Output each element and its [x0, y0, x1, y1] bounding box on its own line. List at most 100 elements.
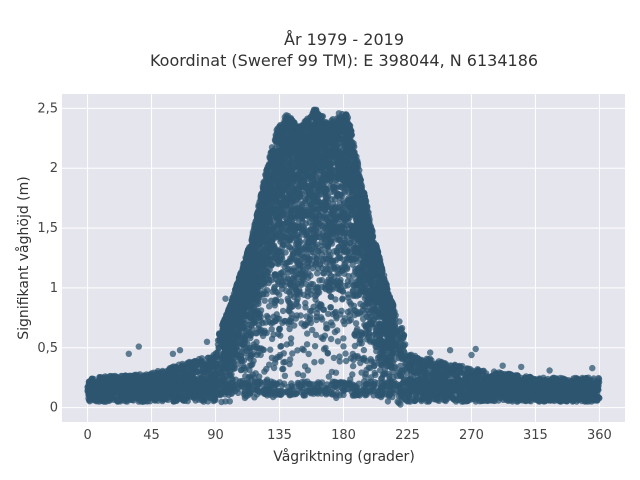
data-point [267, 346, 274, 353]
data-point [503, 396, 510, 404]
data-point [189, 368, 196, 376]
data-point [271, 359, 279, 366]
data-point [279, 307, 287, 315]
data-point [432, 369, 439, 376]
data-point [472, 398, 479, 405]
data-point [118, 394, 125, 402]
y-tick-label: 0 [50, 401, 58, 416]
data-point [286, 325, 293, 333]
data-point [472, 371, 480, 378]
data-point [341, 315, 349, 322]
data-point [486, 397, 493, 404]
data-point [318, 358, 325, 365]
data-point [464, 369, 471, 376]
data-point [204, 398, 212, 405]
data-point [294, 370, 302, 377]
data-point [212, 371, 219, 378]
data-point [503, 372, 510, 380]
y-tick-label: 1 [50, 281, 58, 296]
x-tick-label: 45 [143, 428, 160, 443]
x-ticks: 0 45 90 135 180 225 270 315 360 [83, 428, 611, 443]
data-point [333, 315, 340, 322]
x-tick-label: 225 [395, 428, 420, 443]
data-point [454, 363, 461, 371]
data-point [498, 370, 505, 377]
data-point [325, 310, 332, 318]
y-tick-label: 2 [50, 161, 58, 176]
data-point [585, 374, 592, 381]
data-point [293, 312, 301, 319]
data-point [289, 350, 296, 357]
data-point [336, 353, 343, 360]
data-point [307, 272, 314, 279]
data-point [167, 373, 174, 380]
data-point [349, 362, 357, 370]
data-point [385, 370, 392, 378]
data-point [266, 303, 273, 310]
data-point [193, 369, 201, 376]
data-point [212, 350, 220, 357]
scatter-points [84, 106, 603, 408]
data-point [384, 398, 392, 405]
data-point [399, 335, 407, 342]
data-point [154, 370, 161, 377]
x-tick-label: 315 [523, 428, 548, 443]
y-tick-label: 2,5 [37, 101, 58, 116]
data-point [287, 356, 294, 363]
data-point [287, 335, 295, 342]
data-point [167, 366, 174, 373]
data-point [509, 398, 516, 405]
data-point [420, 395, 427, 402]
data-point [340, 343, 347, 350]
data-point [218, 398, 225, 406]
data-point [180, 396, 187, 404]
data-point [455, 396, 462, 403]
data-point [199, 373, 207, 381]
chart-title: År 1979 - 2019 [284, 30, 404, 49]
data-point [312, 331, 320, 338]
data-point [354, 353, 361, 360]
data-point [142, 398, 150, 405]
data-point [342, 357, 350, 365]
data-point [252, 370, 259, 377]
data-point [570, 397, 577, 404]
data-point [334, 338, 342, 345]
x-tick-label: 90 [207, 428, 224, 443]
data-point [268, 354, 276, 361]
data-point [367, 374, 375, 381]
data-point [371, 369, 378, 377]
data-point [346, 298, 353, 306]
data-point [301, 363, 309, 370]
data-point [311, 359, 318, 366]
data-point [268, 326, 275, 333]
data-point [359, 315, 367, 322]
x-tick-label: 180 [331, 428, 356, 443]
x-tick-label: 135 [267, 428, 292, 443]
data-point [226, 398, 233, 405]
data-point [440, 360, 447, 368]
data-point [300, 346, 307, 354]
data-point [401, 353, 408, 360]
data-point [360, 346, 368, 354]
data-point [204, 363, 211, 370]
data-point [198, 360, 205, 367]
data-point [401, 366, 409, 373]
data-point [336, 358, 343, 365]
data-point [407, 366, 414, 373]
chart-subtitle: Koordinat (Sweref 99 TM): E 398044, N 61… [150, 51, 538, 70]
data-point [441, 396, 449, 403]
data-point [405, 361, 412, 368]
data-point [397, 401, 404, 408]
data-point [299, 372, 307, 379]
data-point [563, 397, 571, 405]
x-tick-label: 0 [83, 428, 91, 443]
data-point [305, 350, 312, 358]
data-point [419, 364, 426, 372]
data-point [402, 341, 409, 348]
data-point [184, 359, 192, 367]
data-point [145, 372, 152, 379]
data-point [325, 373, 333, 380]
data-point [351, 342, 359, 350]
data-point [456, 368, 464, 376]
